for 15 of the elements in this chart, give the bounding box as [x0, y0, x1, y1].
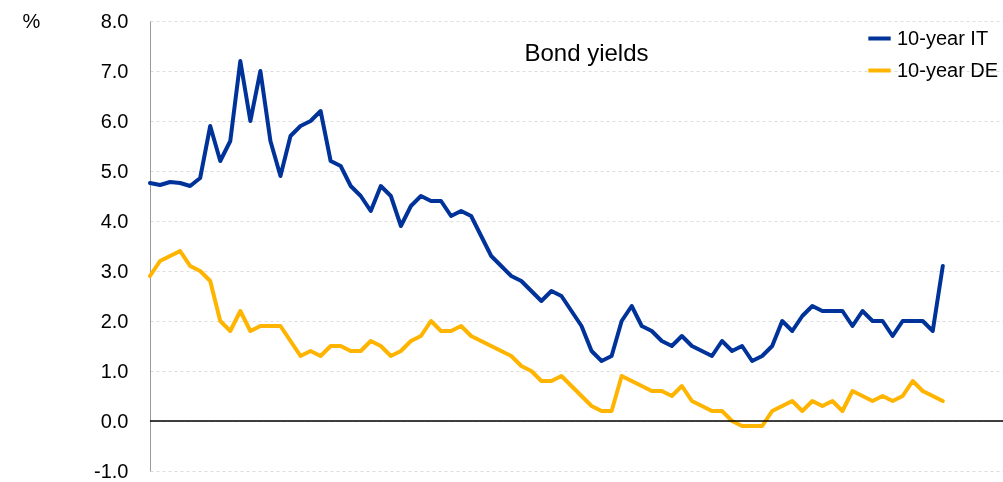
y-tick-label: 5.0 [100, 159, 129, 182]
y-tick-label: 6.0 [100, 109, 129, 132]
y-tick-label: 4.0 [100, 209, 129, 232]
y-tick-label: 0.0 [100, 409, 129, 432]
legend-label: 10-year DE [897, 58, 999, 81]
text: Bond yields [524, 39, 649, 66]
y-axis-title: % [22, 9, 41, 32]
y-tick-label: 1.0 [100, 359, 129, 382]
y-tick-label: 8.0 [100, 9, 129, 32]
y-tick-label: -1.0 [94, 459, 129, 482]
y-tick-label: 2.0 [100, 309, 129, 332]
y-tick-label: 7.0 [100, 59, 129, 82]
y-tick-label: 3.0 [100, 259, 129, 282]
legend-label: 10-year IT [897, 26, 989, 49]
line-series [148, 249, 945, 428]
